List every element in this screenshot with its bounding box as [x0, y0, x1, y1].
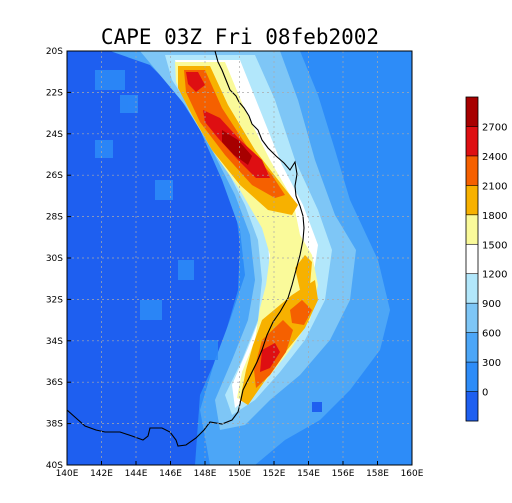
contour-2400-south-2	[290, 300, 312, 325]
y-tick-label: 26S	[46, 171, 63, 181]
grid-lines	[67, 51, 412, 465]
contour-2700-south	[260, 343, 280, 372]
y-tick-label: 38S	[46, 420, 63, 430]
y-tick-label: 28S	[46, 213, 63, 223]
x-tick-label: 154E	[297, 469, 320, 479]
colorbar-label: 2100	[482, 181, 507, 192]
x-tick-label: 160E	[401, 469, 424, 479]
y-tick-label: 32S	[46, 295, 63, 305]
colorbar-swatch	[466, 332, 478, 363]
colorbar-label: 2700	[482, 122, 507, 133]
x-tick-label: 158E	[366, 469, 389, 479]
colorbar-swatch	[466, 97, 478, 127]
colorbar-label: 300	[482, 358, 501, 369]
x-tick-label: 144E	[125, 469, 148, 479]
chart-title: CAPE 03Z Fri 08feb2002	[101, 25, 379, 49]
colorbar-swatch	[466, 362, 478, 392]
colorbar-swatch	[466, 391, 478, 422]
colorbar-label: 1500	[482, 240, 507, 251]
colorbar-swatch	[466, 273, 478, 304]
y-tick-label: 36S	[46, 378, 63, 388]
x-tick-label: 146E	[159, 469, 182, 479]
colorbar-swatch	[466, 214, 478, 245]
colorbar-frame	[465, 96, 479, 422]
colorbar-label: 1200	[482, 270, 507, 281]
y-tick-label: 22S	[46, 88, 63, 98]
y-tick-label: 30S	[46, 254, 63, 264]
colorbar-swatch	[466, 185, 478, 216]
x-tick-label: 150E	[228, 469, 251, 479]
colorbar-swatch	[466, 244, 478, 275]
x-tick-label: 156E	[332, 469, 355, 479]
colorbar-label: 0	[482, 388, 488, 399]
x-tick-label: 152E	[263, 469, 286, 479]
interior-dark-patches	[90, 400, 322, 430]
y-axis: 20S 22S 24S 26S 28S 30S 32S 34S 36S 38S 40S	[46, 47, 71, 471]
colorbar-label: 600	[482, 329, 501, 340]
y-tick-label: 24S	[46, 130, 63, 140]
colorbar-swatch	[466, 303, 478, 333]
y-tick-label: 20S	[46, 47, 63, 57]
y-tick-label: 40S	[46, 461, 63, 471]
interior-block-patches	[95, 70, 218, 360]
colorbar: 0 300 600 900 1200 1500 1800 2100 2400 2700	[465, 96, 507, 422]
colorbar-label: 2400	[482, 152, 507, 163]
contour-600	[110, 51, 390, 465]
x-axis: 140E 142E 144E 146E 148E 150E 152E 154E 156E 158E…	[56, 461, 424, 479]
y-tick-label: 34S	[46, 337, 63, 347]
colorbar-label: 900	[482, 299, 501, 310]
contour-2700-north-top	[186, 72, 205, 92]
x-tick-label: 140E	[56, 469, 79, 479]
x-tick-label: 148E	[194, 469, 217, 479]
colorbar-swatch	[466, 155, 478, 186]
contour-max-north	[222, 130, 252, 165]
colorbar-label: 1800	[482, 211, 507, 222]
colorbar-swatch	[466, 126, 478, 157]
contour-2100-south-extra	[295, 255, 312, 290]
x-tick-label: 142E	[90, 469, 113, 479]
coastline	[67, 51, 305, 447]
